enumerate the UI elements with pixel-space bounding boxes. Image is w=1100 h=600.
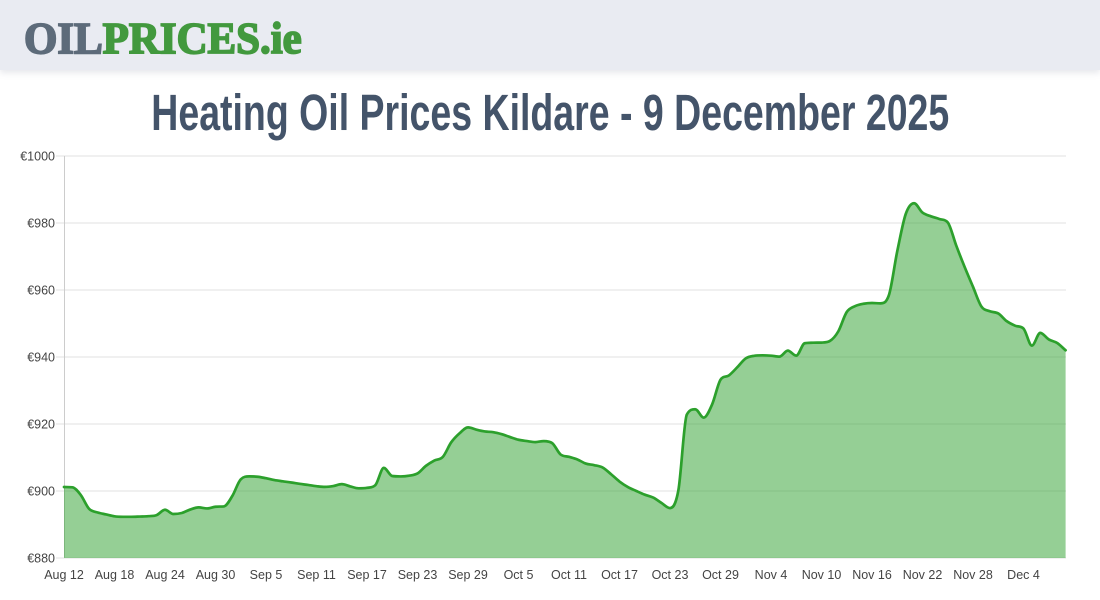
svg-text:Nov 22: Nov 22 [903,568,943,582]
svg-text:Sep 29: Sep 29 [448,568,488,582]
svg-text:€920: €920 [27,417,55,431]
svg-text:€1000: €1000 [20,149,55,163]
svg-text:€880: €880 [27,551,55,565]
svg-text:Nov 16: Nov 16 [852,568,892,582]
svg-text:Oct 11: Oct 11 [551,568,587,582]
svg-text:Sep 11: Sep 11 [297,568,336,582]
svg-text:Oct 23: Oct 23 [652,568,689,582]
svg-text:€980: €980 [27,216,55,230]
svg-text:Dec 4: Dec 4 [1007,568,1040,582]
svg-text:Sep 23: Sep 23 [398,568,438,582]
svg-text:Aug 24: Aug 24 [145,568,185,582]
svg-text:€940: €940 [27,350,55,364]
svg-text:Aug 12: Aug 12 [44,568,84,582]
svg-text:Oct 29: Oct 29 [702,568,739,582]
svg-text:Nov 10: Nov 10 [802,568,842,582]
svg-text:Sep 17: Sep 17 [347,568,387,582]
svg-text:€900: €900 [27,484,55,498]
svg-text:Nov 4: Nov 4 [755,568,788,582]
svg-text:Nov 28: Nov 28 [953,568,993,582]
svg-text:Oct 17: Oct 17 [601,568,638,582]
svg-text:€960: €960 [27,283,55,297]
svg-text:Aug 18: Aug 18 [95,568,135,582]
svg-text:Aug 30: Aug 30 [196,568,236,582]
svg-text:Sep 5: Sep 5 [250,568,283,582]
svg-text:Oct 5: Oct 5 [504,568,534,582]
